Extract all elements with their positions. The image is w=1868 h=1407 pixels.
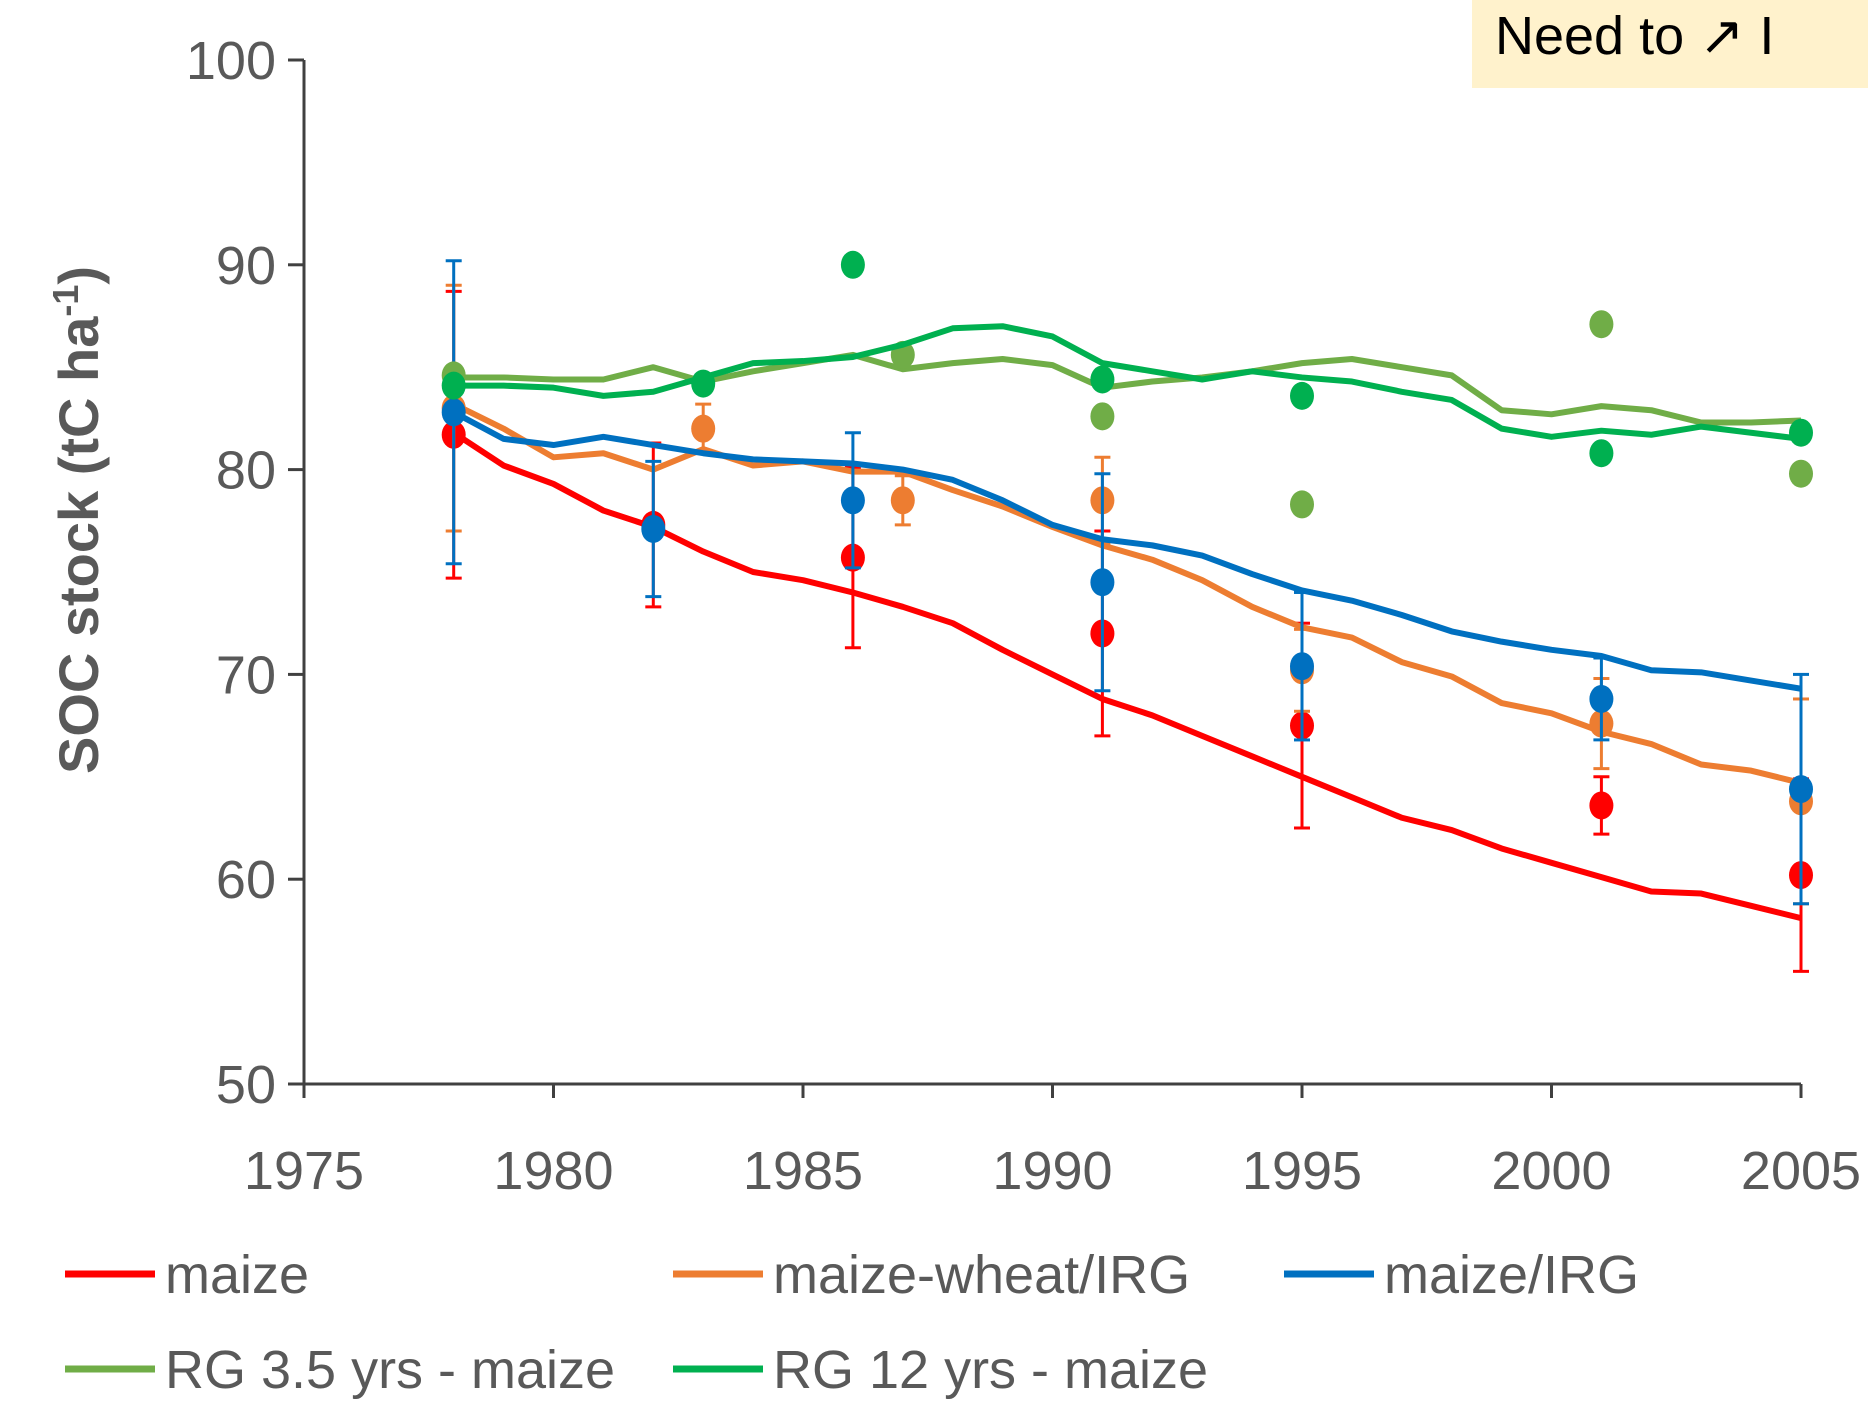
x-tick-label: 1995 — [1242, 1141, 1362, 1201]
observed-point — [1789, 459, 1813, 488]
observed-point — [840, 250, 865, 279]
model-line — [453, 323, 1802, 442]
annotation-box — [1472, 0, 1868, 88]
observed-point — [1290, 490, 1314, 519]
legend-label: maize-wheat/IRG — [773, 1245, 1190, 1305]
observed-point — [1290, 381, 1314, 410]
model-line — [453, 351, 1802, 426]
model-line — [452, 401, 1802, 786]
observed-point — [1789, 418, 1813, 447]
observed-point — [1090, 365, 1115, 394]
observed-point — [441, 398, 466, 427]
observed-point — [691, 369, 716, 398]
y-tick-label: 80 — [216, 441, 276, 501]
legend-label: maize — [165, 1245, 309, 1305]
legend-label: maize/IRG — [1384, 1245, 1639, 1305]
y-axis-label: SOC stock (tC ha-1) — [45, 266, 110, 774]
y-tick-label: 50 — [216, 1055, 276, 1115]
observed-point — [691, 414, 716, 443]
observed-point — [641, 514, 666, 543]
observed-point — [1589, 791, 1614, 820]
observed-point — [1090, 402, 1115, 431]
observed-point — [1090, 568, 1115, 597]
legend-label: RG 3.5 yrs - maize — [165, 1340, 615, 1400]
x-tick-label: 2005 — [1741, 1141, 1861, 1201]
observed-point — [441, 371, 466, 400]
y-tick-label: 60 — [216, 850, 276, 910]
model-line — [452, 409, 1802, 692]
x-tick-label: 1975 — [244, 1141, 364, 1201]
y-tick-label: 90 — [216, 236, 276, 296]
observed-point — [1290, 652, 1314, 681]
y-tick-label: 100 — [186, 31, 276, 91]
x-tick-label: 1980 — [493, 1141, 613, 1201]
x-tick-label: 1985 — [743, 1141, 863, 1201]
observed-point — [1589, 684, 1614, 713]
observed-point — [1589, 310, 1614, 339]
observed-point — [840, 486, 865, 515]
annotation: Need to ↗ I — [1495, 6, 1774, 66]
x-tick-label: 1990 — [992, 1141, 1112, 1201]
x-tick-label: 2000 — [1491, 1141, 1611, 1201]
model-line — [452, 430, 1802, 922]
y-tick-label: 70 — [216, 645, 276, 705]
observed-point — [1589, 439, 1614, 468]
legend-label: RG 12 yrs - maize — [773, 1340, 1208, 1400]
observed-point — [1789, 775, 1813, 804]
observed-point — [890, 486, 915, 515]
